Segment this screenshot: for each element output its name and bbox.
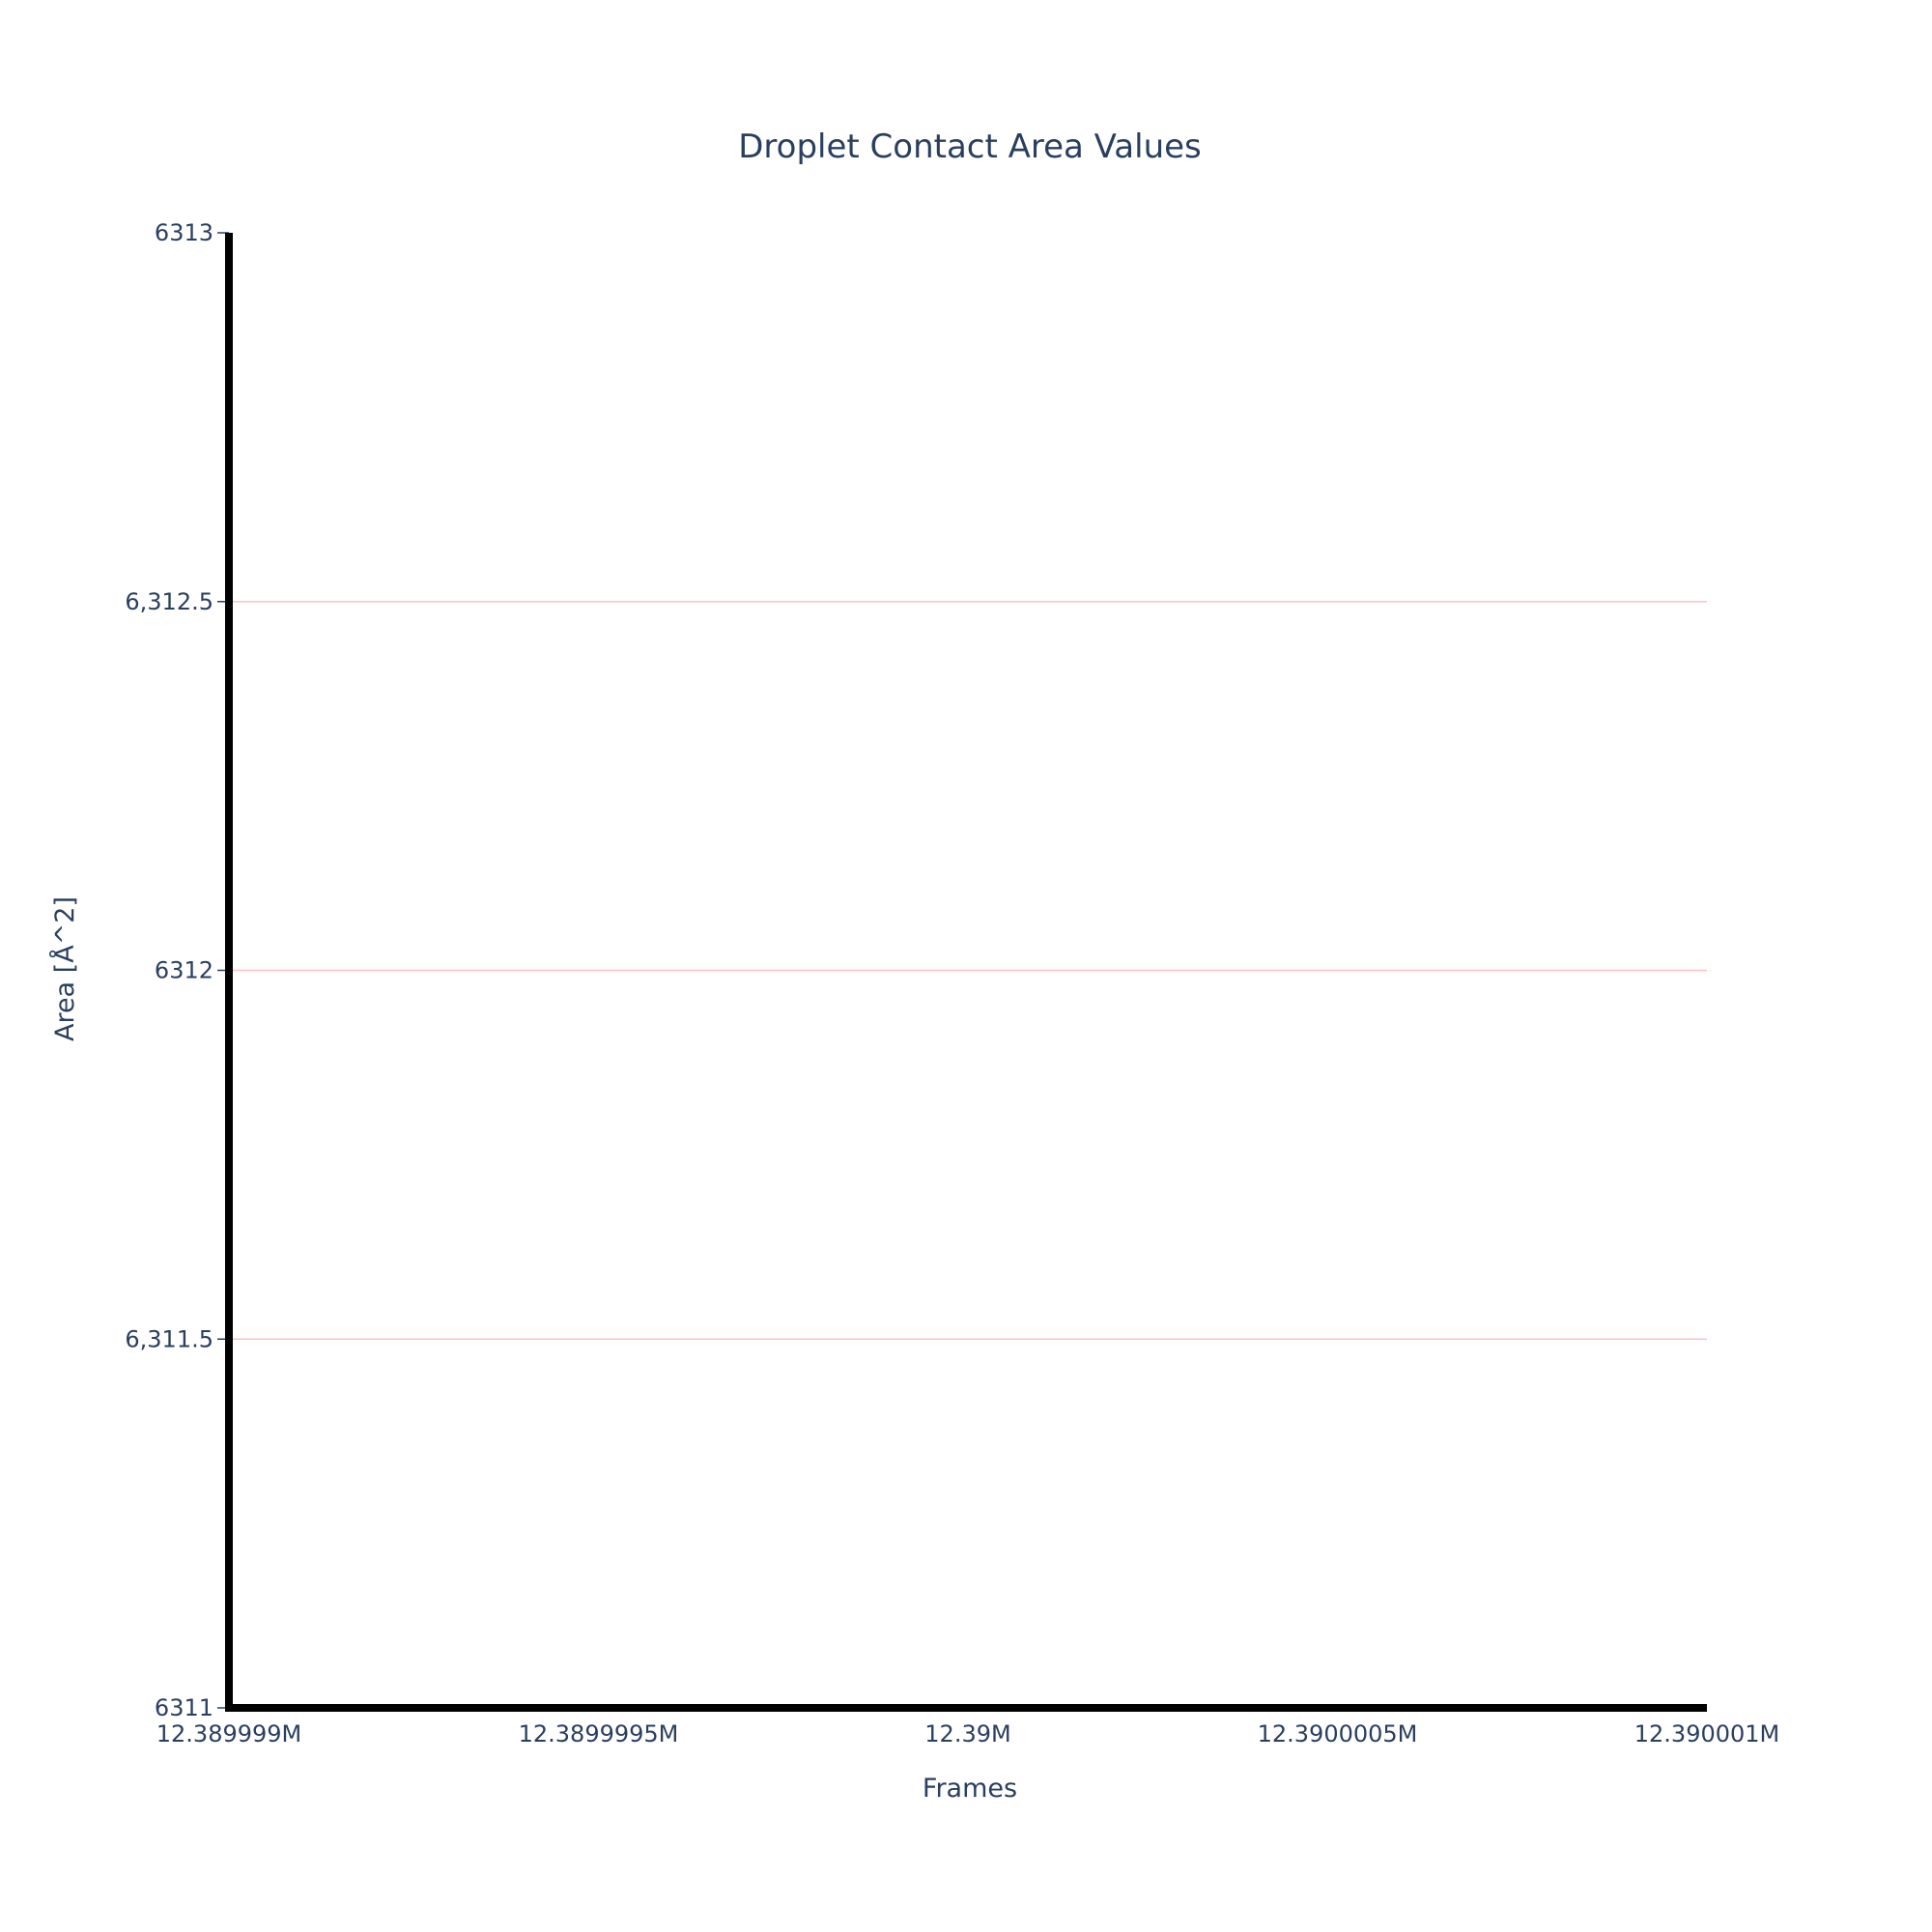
axes [225,233,1707,1712]
x-tick-label: 12.390001M [1634,1720,1780,1747]
gridlines [229,601,1707,1340]
y-tick-label: 6,311.5 [125,1325,213,1352]
x-tick-label: 12.3900005M [1258,1720,1418,1747]
x-tick-label: 12.389999M [156,1720,302,1747]
y-axis-title: Area [Å^2] [49,896,80,1041]
x-tick-label: 12.3899995M [519,1720,679,1747]
x-tick-label: 12.39M [924,1720,1010,1747]
chart-title: Droplet Contact Area Values [738,128,1202,166]
y-tick-label: 6,312.5 [125,588,213,615]
x-axis-title: Frames [923,1774,1017,1804]
y-tick-label: 6312 [155,957,213,984]
tick-labels: 6311 6,311.5 6312 6,312.5 6313 12.389999M 12.3… [125,219,1779,1747]
y-tick-label: 6313 [155,219,213,246]
y-tick-label: 6311 [155,1694,213,1721]
